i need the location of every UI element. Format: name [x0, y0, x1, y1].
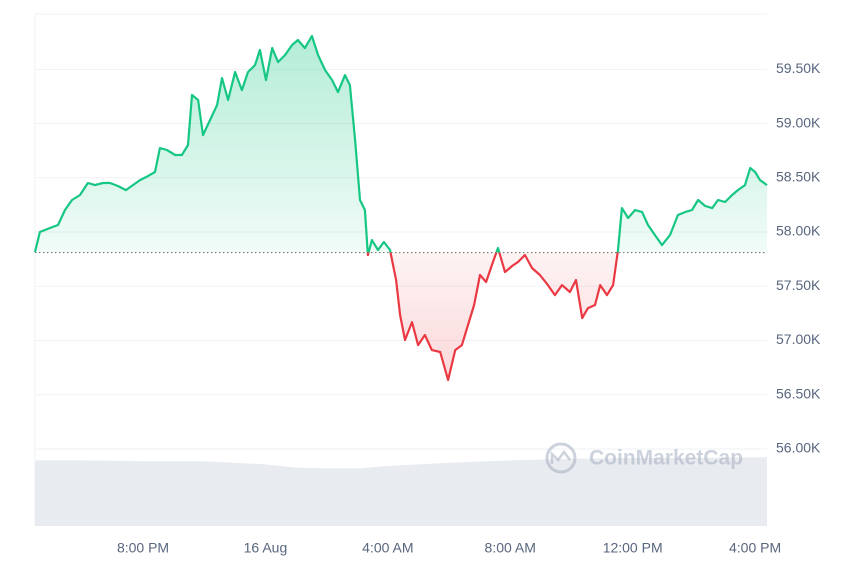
watermark-logo-mark	[550, 449, 571, 464]
volume-area	[35, 457, 767, 526]
y-tick-label: 56.00K	[776, 440, 821, 456]
watermark-text: CoinMarketCap	[589, 447, 743, 470]
x-tick-label: 4:00 PM	[729, 540, 781, 556]
x-tick-label: 8:00 PM	[117, 540, 169, 556]
price-line	[33, 34, 768, 382]
x-tick-label: 8:00 AM	[485, 540, 536, 556]
watermark-logo	[545, 442, 577, 474]
y-tick-label: 57.00K	[776, 331, 821, 347]
price-area	[35, 36, 767, 380]
y-tick-label: 59.50K	[776, 60, 821, 76]
y-tick-label: 58.00K	[776, 223, 821, 239]
y-tick-label: 59.00K	[776, 114, 821, 130]
y-tick-label: 57.50K	[776, 277, 821, 293]
x-tick-label: 16 Aug	[244, 540, 288, 556]
y-tick-label: 58.50K	[776, 168, 821, 184]
watermark: CoinMarketCap	[545, 442, 743, 474]
y-tick-label: 56.50K	[776, 385, 821, 401]
x-tick-label: 12:00 PM	[603, 540, 663, 556]
x-tick-label: 4:00 AM	[362, 540, 413, 556]
